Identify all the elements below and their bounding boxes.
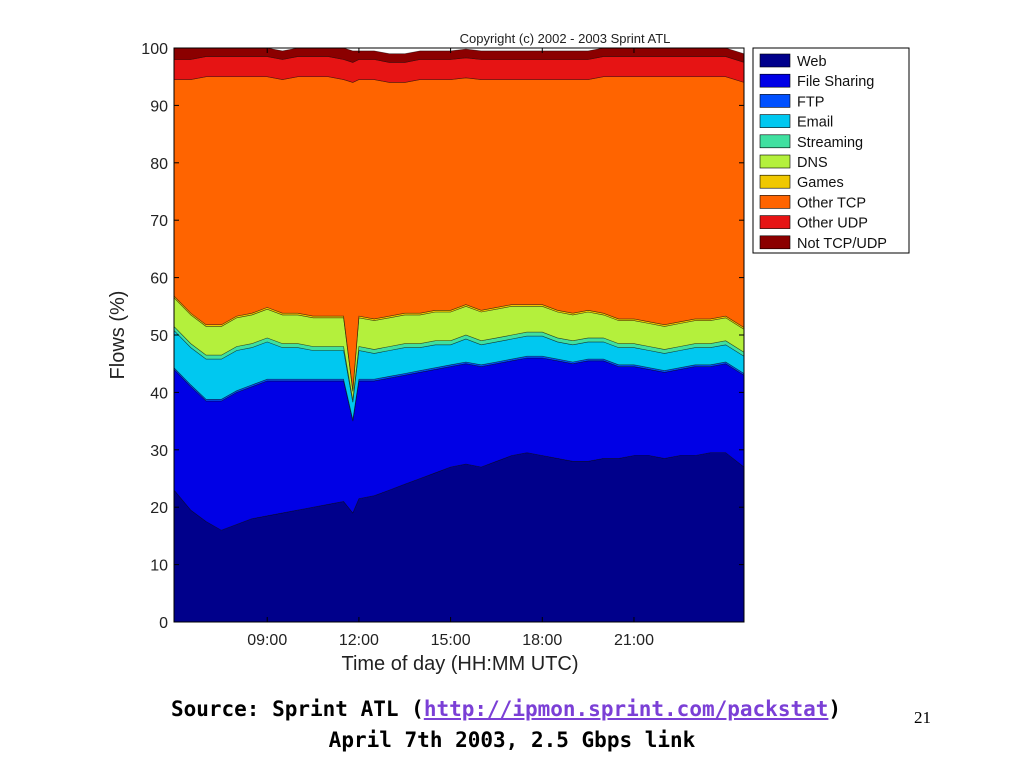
source-caption: Source: Sprint ATL (http://ipmon.sprint.… — [0, 697, 1018, 721]
source-prefix: Source: Sprint ATL ( — [170, 697, 424, 721]
legend-swatch — [759, 154, 791, 169]
legend-swatch — [759, 195, 791, 209]
x-tick-label: 12:00 — [339, 632, 379, 649]
page-number: 21 — [914, 708, 931, 727]
legend-label: Web — [797, 54, 827, 70]
legend-swatch — [759, 73, 791, 88]
legend-label: Email — [797, 115, 833, 131]
y-tick-label: 80 — [150, 156, 168, 173]
y-tick-label: 90 — [150, 98, 168, 115]
stacked-area-chart: Copyright (c) 2002 - 2003 Sprint ATL 0 10… — [107, 31, 910, 675]
source-suffix: ) — [828, 697, 842, 721]
y-tick-label: 50 — [150, 328, 168, 345]
legend-label: FTP — [797, 94, 824, 110]
legend-label: File Sharing — [797, 74, 874, 90]
x-tick-label: 15:00 — [431, 632, 471, 649]
chart-title: Copyright (c) 2002 - 2003 Sprint ATL — [460, 31, 671, 46]
y-tick-label: 60 — [150, 271, 168, 288]
legend-label: DNS — [797, 155, 828, 171]
series-areas — [173, 47, 745, 623]
legend-label: Other UDP — [797, 216, 868, 232]
x-tick-label: 21:00 — [614, 632, 654, 649]
y-tick-label: 70 — [150, 213, 168, 230]
x-axis-label: Time of day (HH:MM UTC) — [341, 653, 578, 675]
legend-label: Games — [797, 175, 844, 191]
legend-swatch — [759, 53, 791, 68]
y-tick-label: 10 — [150, 558, 168, 575]
y-tick-label: 100 — [141, 41, 168, 58]
legend-swatch — [759, 134, 791, 149]
y-axis: 0 10 20 30 40 50 60 70 80 90 100 — [141, 41, 744, 632]
legend-swatch — [759, 174, 791, 189]
date-caption: April 7th 2003, 2.5 Gbps link — [328, 728, 696, 752]
x-tick-label: 09:00 — [247, 632, 287, 649]
y-tick-label: 20 — [150, 500, 168, 517]
y-tick-label: 30 — [150, 443, 168, 460]
legend-swatch — [759, 94, 791, 108]
y-tick-label: 0 — [159, 615, 168, 632]
y-axis-label: Flows (%) — [107, 291, 129, 380]
x-axis: 09:00 12:00 15:00 18:00 21:00 — [247, 48, 654, 649]
legend: Web File Sharing FTP Email Streaming DNS Games… — [752, 47, 910, 254]
y-tick-label: 40 — [150, 385, 168, 402]
legend-label: Not TCP/UDP — [797, 236, 887, 252]
legend-swatch — [759, 114, 791, 128]
legend-swatch — [759, 235, 791, 250]
source-link[interactable]: http://ipmon.sprint.com/packstat — [423, 697, 829, 721]
legend-label: Streaming — [797, 135, 863, 151]
legend-swatch — [759, 215, 791, 229]
legend-label: Other TCP — [797, 195, 866, 211]
x-tick-label: 18:00 — [522, 632, 562, 649]
